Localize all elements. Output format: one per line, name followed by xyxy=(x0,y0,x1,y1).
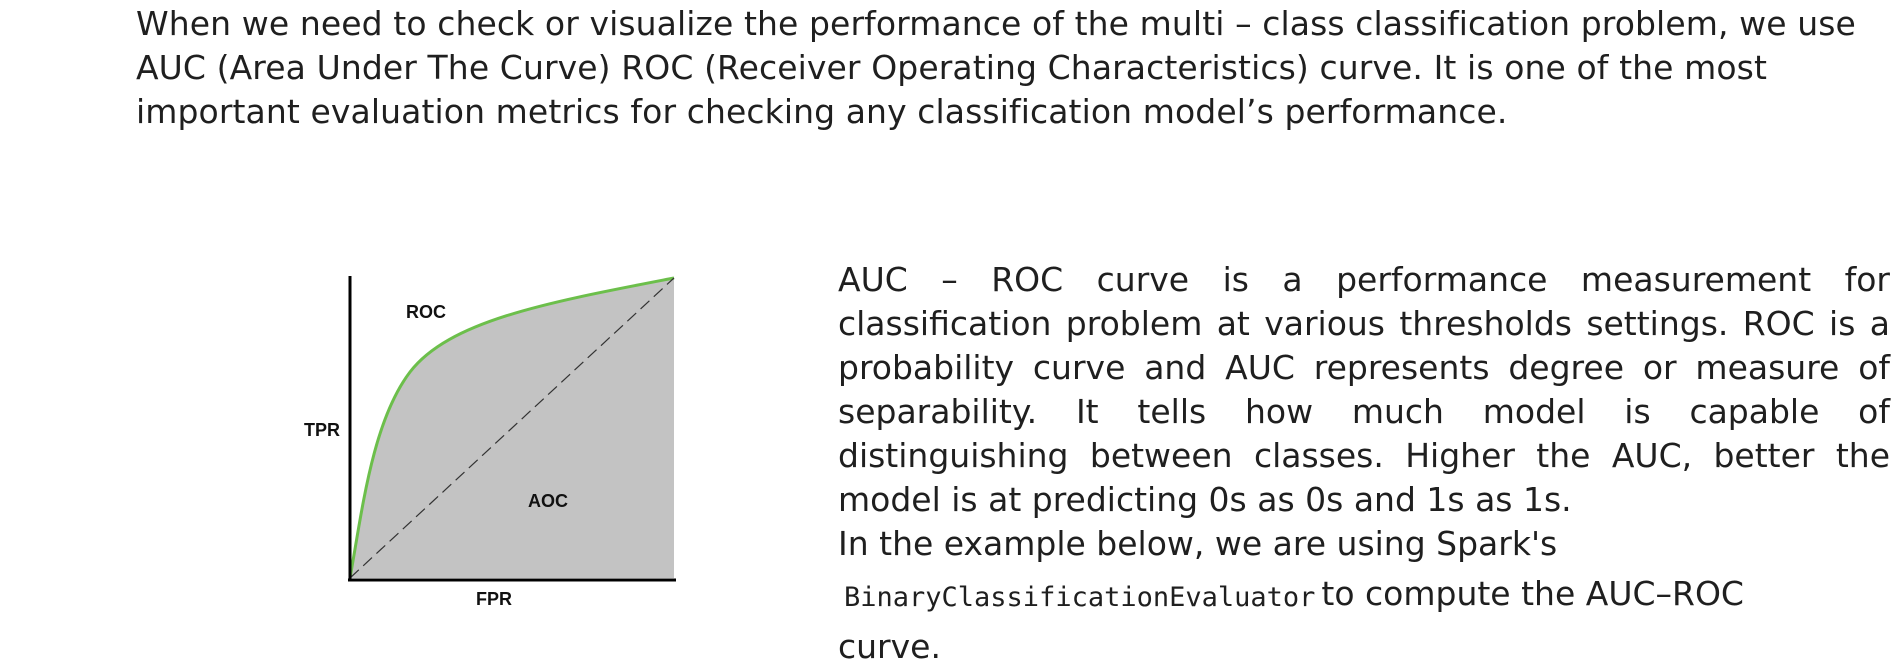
description-section: AUC – ROC curve is a performance measure… xyxy=(838,258,1890,669)
y-axis-label: TPR xyxy=(304,420,340,440)
area-label: AOC xyxy=(528,491,568,511)
roc-curve-graphic: ROC TPR AOC FPR xyxy=(304,276,676,609)
example-code-line: BinaryClassificationEvaluator to compute … xyxy=(838,566,1890,625)
example-paragraph: In the example below, we are using Spark… xyxy=(838,522,1890,669)
example-tail: curve. xyxy=(838,627,941,666)
curve-label: ROC xyxy=(406,302,446,322)
x-axis-label: FPR xyxy=(476,589,512,609)
example-suffix: to compute the AUC–ROC xyxy=(1321,574,1744,613)
roc-curve-line xyxy=(348,276,675,579)
intro-paragraph: When we need to check or visualize the p… xyxy=(136,4,1856,131)
evaluator-class-name: BinaryClassificationEvaluator xyxy=(844,582,1316,613)
example-prefix: In the example below, we are using Spark… xyxy=(838,524,1558,563)
description-paragraph: AUC – ROC curve is a performance measure… xyxy=(838,260,1890,519)
random-classifier-diagonal xyxy=(349,277,675,579)
roc-curve-figure: ROC TPR AOC FPR xyxy=(290,262,710,622)
